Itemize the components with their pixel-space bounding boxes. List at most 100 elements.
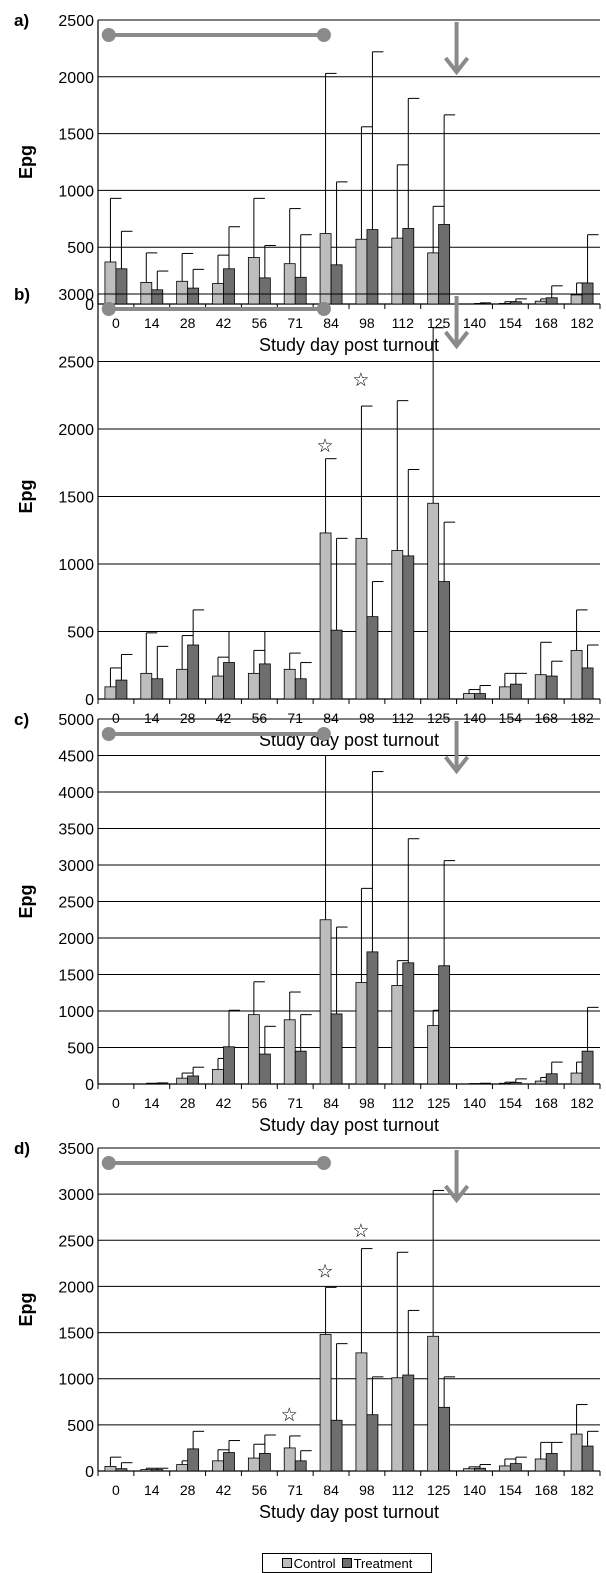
bar-control xyxy=(498,1082,511,1085)
bar-control xyxy=(427,1025,440,1085)
bar-control xyxy=(247,257,260,305)
bar-treatment xyxy=(366,229,379,305)
bar-treatment xyxy=(294,276,307,305)
bar-treatment xyxy=(223,268,235,305)
period-end-dot xyxy=(316,727,331,741)
bar-treatment xyxy=(509,301,522,305)
significance-star: ☆ xyxy=(317,1262,334,1283)
bar-treatment xyxy=(151,289,164,305)
y-axis-title: Epg xyxy=(16,480,36,514)
y-tick-label: 1000 xyxy=(58,557,94,574)
panel-letter: a) xyxy=(14,11,29,30)
bar-control xyxy=(463,1468,475,1472)
bar-control xyxy=(498,1465,511,1472)
bar-control xyxy=(355,1352,368,1472)
y-tick-label: 5000 xyxy=(58,712,94,729)
bar-treatment xyxy=(402,962,415,1085)
bar-control xyxy=(247,672,260,700)
y-tick-label: 1000 xyxy=(58,1372,94,1389)
bar-treatment xyxy=(366,616,379,700)
x-axis-title: Study day post turnout xyxy=(259,1115,439,1135)
x-tick-label: 42 xyxy=(216,1482,232,1498)
y-tick-label: 1500 xyxy=(58,1326,94,1343)
x-tick-label: 28 xyxy=(180,1095,196,1111)
bar-control xyxy=(570,294,583,305)
bar-control xyxy=(283,1019,296,1085)
x-tick-label: 71 xyxy=(287,315,303,331)
x-tick-label: 0 xyxy=(112,1095,120,1111)
x-tick-label: 98 xyxy=(359,1482,375,1498)
y-tick-label: 4000 xyxy=(58,785,94,802)
y-axis-title: Epg xyxy=(16,1293,36,1327)
bar-treatment xyxy=(187,287,200,305)
bar-treatment xyxy=(545,297,558,305)
bar-treatment xyxy=(509,1082,522,1085)
bar-control xyxy=(534,1458,547,1472)
bar-treatment xyxy=(581,282,594,305)
bar-control xyxy=(427,1335,440,1472)
y-tick-label: 500 xyxy=(67,1041,94,1058)
bar-control xyxy=(176,280,189,305)
bar-treatment xyxy=(438,581,451,700)
x-tick-label: 14 xyxy=(144,315,160,331)
bar-control xyxy=(534,1080,547,1085)
bar-control xyxy=(247,1014,260,1085)
x-tick-label: 14 xyxy=(144,1095,160,1111)
bar-treatment xyxy=(438,1406,451,1472)
bar-treatment xyxy=(258,663,271,700)
x-tick-label: 125 xyxy=(427,1095,451,1111)
legend-item-treatment: Treatment xyxy=(341,1555,413,1571)
bar-control xyxy=(391,550,404,700)
x-tick-label: 168 xyxy=(535,1482,559,1498)
y-axis-title: Epg xyxy=(16,885,36,919)
bar-control xyxy=(319,1334,332,1472)
bar-control xyxy=(427,502,440,700)
bar-treatment xyxy=(474,303,486,305)
period-end-dot xyxy=(316,1156,331,1170)
y-tick-label: 0 xyxy=(85,1464,94,1481)
y-tick-label: 0 xyxy=(85,692,94,709)
legend-label-treatment: Treatment xyxy=(353,1555,413,1571)
x-tick-label: 154 xyxy=(499,315,523,331)
x-tick-label: 182 xyxy=(570,315,594,331)
x-tick-label: 125 xyxy=(427,710,451,726)
significance-star: ☆ xyxy=(352,370,369,391)
x-tick-label: 154 xyxy=(499,1095,523,1111)
bar-treatment xyxy=(509,683,522,700)
x-tick-label: 112 xyxy=(392,710,415,726)
bar-treatment xyxy=(258,1453,271,1472)
x-tick-label: 112 xyxy=(392,1482,415,1498)
legend-swatch-treatment xyxy=(341,1558,352,1568)
bar-treatment xyxy=(509,1463,522,1472)
y-tick-label: 2000 xyxy=(58,422,94,439)
bar-treatment xyxy=(187,644,200,700)
bar-control xyxy=(212,1460,224,1472)
y-tick-label: 500 xyxy=(67,1418,94,1435)
x-tick-label: 168 xyxy=(535,710,559,726)
bar-treatment xyxy=(545,675,558,700)
bar-control xyxy=(355,537,368,700)
bar-control xyxy=(140,282,153,305)
y-tick-label: 3000 xyxy=(58,287,94,304)
y-tick-label: 3500 xyxy=(58,822,94,839)
bar-control xyxy=(283,263,296,305)
x-axis-title: Study day post turnout xyxy=(259,1502,439,1522)
chart-panel-d: 0 500 1000 1500 2000 2500 3000 3500 0 14 28 42 56 71 8… xyxy=(14,1139,601,1522)
bar-treatment xyxy=(366,951,379,1085)
legend: Control Treatment xyxy=(262,1553,432,1573)
x-tick-label: 56 xyxy=(252,315,268,331)
bar-treatment xyxy=(330,264,343,305)
x-tick-label: 28 xyxy=(180,1482,196,1498)
bar-treatment xyxy=(258,277,271,305)
x-tick-label: 71 xyxy=(287,710,303,726)
bar-treatment xyxy=(330,629,343,700)
period-start-dot xyxy=(101,28,116,42)
bar-control xyxy=(498,303,511,305)
x-tick-label: 98 xyxy=(359,710,375,726)
bar-treatment xyxy=(151,1469,164,1472)
bar-control xyxy=(104,686,117,700)
x-tick-label: 154 xyxy=(499,710,523,726)
bar-treatment xyxy=(115,268,128,305)
bar-control xyxy=(427,252,440,305)
period-start-dot xyxy=(101,727,116,741)
